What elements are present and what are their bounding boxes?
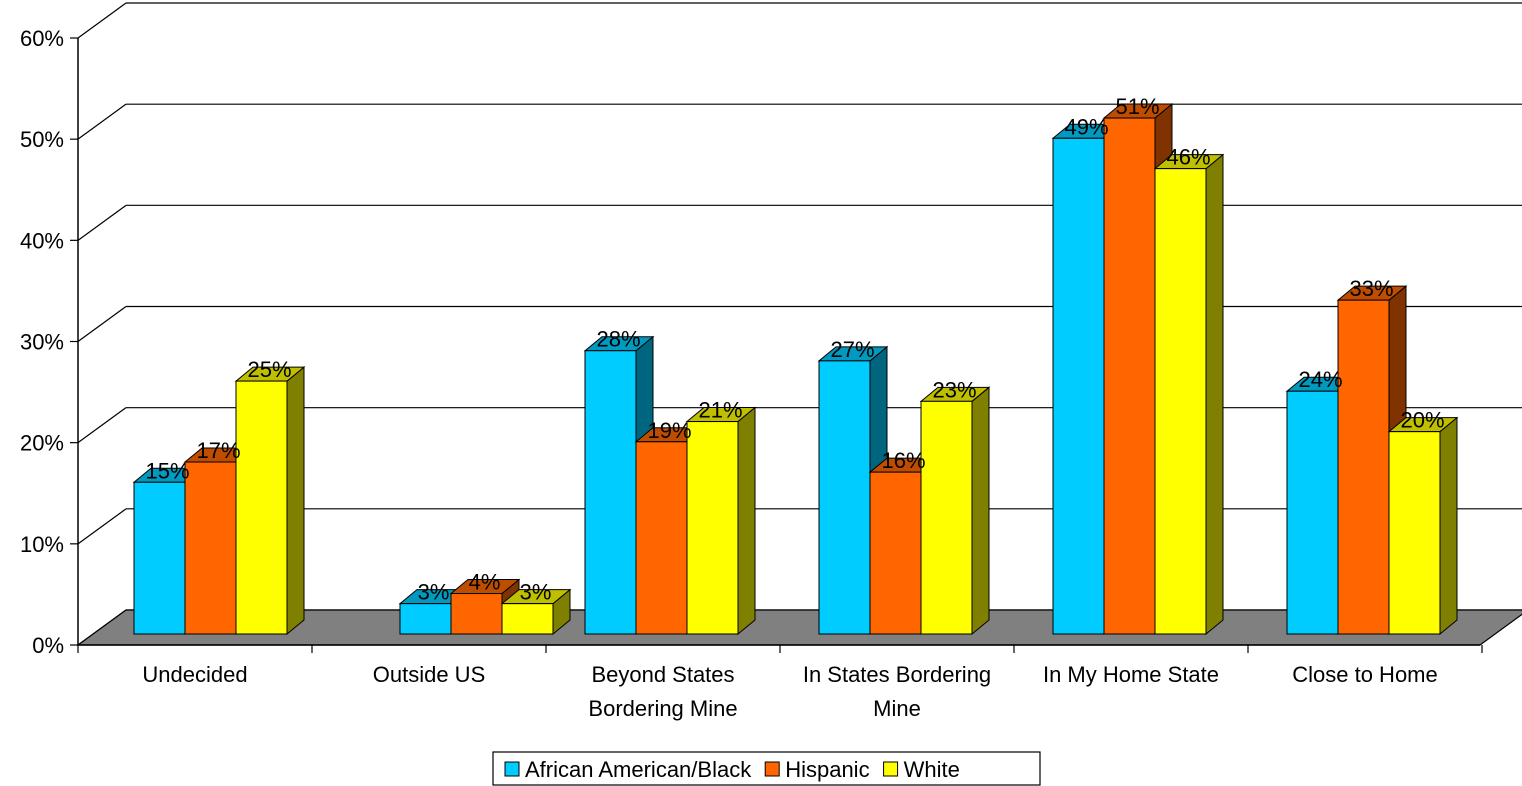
bar-side [737, 406, 756, 636]
bar [686, 421, 739, 635]
bar [869, 471, 922, 635]
legend-label: Hispanic [785, 757, 869, 782]
bar [635, 441, 688, 635]
gridline-diagonal [77, 204, 127, 241]
x-category-label: Outside US [373, 662, 486, 687]
data-label: 19% [647, 418, 691, 443]
y-tick-label: 60% [20, 26, 64, 51]
data-label: 20% [1400, 408, 1444, 433]
data-label: 15% [145, 458, 189, 483]
bar [1388, 431, 1441, 635]
bar-side [1205, 153, 1224, 636]
bar [1103, 117, 1156, 635]
x-category-label: In My Home State [1043, 662, 1219, 687]
data-label: 4% [469, 570, 501, 595]
data-label: 46% [1166, 145, 1210, 170]
data-label: 3% [418, 580, 450, 605]
bar [584, 350, 637, 635]
y-tick-label: 30% [20, 330, 64, 355]
data-label: 16% [881, 448, 925, 473]
bar [501, 603, 554, 635]
data-label: 28% [596, 327, 640, 352]
bar [1154, 168, 1207, 635]
bar [818, 360, 871, 635]
y-tick-label: 20% [20, 431, 64, 456]
data-label: 51% [1115, 94, 1159, 119]
bar [133, 481, 186, 635]
bar-side [286, 366, 305, 636]
y-tick-label: 50% [20, 127, 64, 152]
y-tick-label: 40% [20, 228, 64, 253]
gridline-diagonal [77, 2, 127, 39]
data-label: 33% [1349, 276, 1393, 301]
legend-label: African American/Black [525, 757, 752, 782]
y-tick-label: 10% [20, 532, 64, 557]
data-label: 25% [247, 357, 291, 382]
data-label: 3% [520, 580, 552, 605]
bar [399, 603, 452, 635]
legend-label: White [904, 757, 960, 782]
data-label: 17% [196, 438, 240, 463]
bar [920, 400, 973, 635]
y-tick-label: 0% [32, 633, 64, 658]
data-label: 27% [830, 337, 874, 362]
bar [450, 593, 503, 635]
data-label: 49% [1064, 114, 1108, 139]
data-label: 21% [698, 398, 742, 423]
bar-side [971, 386, 990, 636]
legend-swatch [883, 761, 899, 777]
legend-swatch [504, 761, 520, 777]
x-category-label: Beyond States Bordering Mine [588, 662, 737, 721]
gridline-diagonal [77, 306, 127, 342]
bar [1337, 299, 1390, 635]
gridline-diagonal [77, 407, 127, 444]
x-category-label: Close to Home [1292, 662, 1438, 687]
x-category-label: In States Bordering Mine [803, 662, 991, 721]
gridline-diagonal [77, 508, 127, 545]
bar-side [1439, 416, 1458, 636]
bar [235, 380, 288, 635]
legend-swatch [764, 761, 780, 777]
x-category-label: Undecided [142, 662, 247, 687]
bar [1286, 390, 1339, 635]
data-label: 23% [932, 377, 976, 402]
gridline-diagonal [77, 103, 127, 140]
bar [1052, 137, 1105, 635]
bar [184, 461, 237, 635]
data-label: 24% [1298, 367, 1342, 392]
